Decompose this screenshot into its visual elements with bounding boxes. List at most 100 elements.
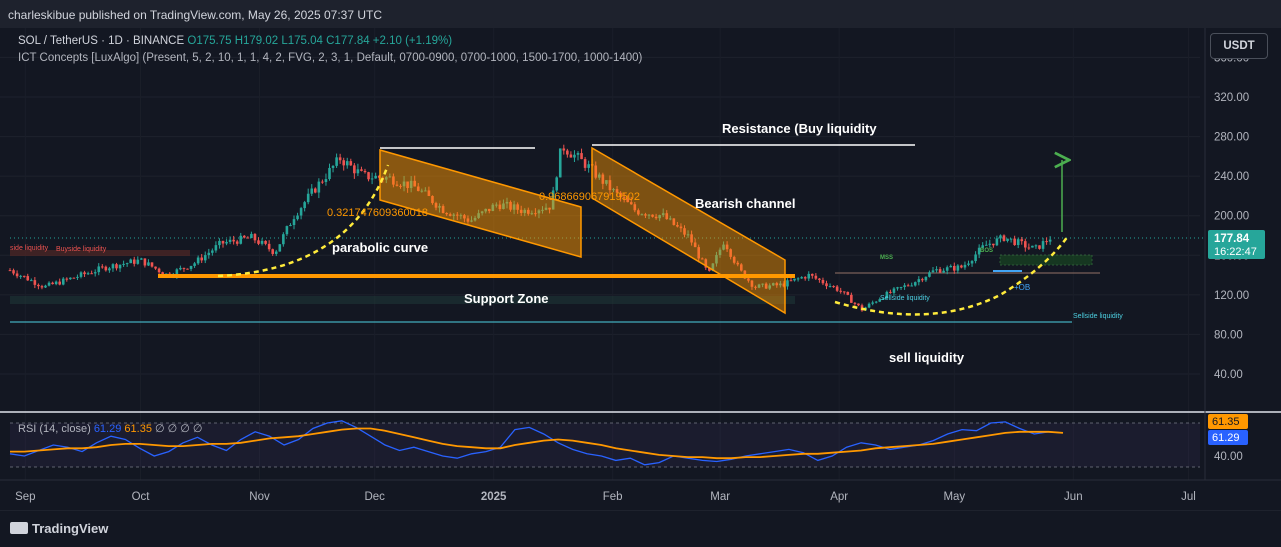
candle-body bbox=[722, 244, 725, 250]
candle-body bbox=[878, 299, 882, 302]
candle-body bbox=[885, 291, 889, 299]
candle-body bbox=[899, 286, 903, 288]
candle-body bbox=[356, 169, 360, 174]
candle-body bbox=[370, 178, 374, 180]
candle-body bbox=[626, 198, 629, 203]
candle-body bbox=[956, 265, 960, 271]
candle-body bbox=[310, 188, 314, 194]
candle-body bbox=[221, 240, 225, 244]
candle-body bbox=[786, 280, 789, 287]
candle-body bbox=[644, 214, 647, 216]
candle-body bbox=[324, 179, 328, 183]
candle-body bbox=[360, 169, 363, 171]
candle-body bbox=[33, 280, 37, 285]
candle-body bbox=[1006, 238, 1009, 241]
candle-body bbox=[285, 226, 289, 235]
candle-body bbox=[697, 247, 700, 259]
candle-body bbox=[321, 181, 324, 183]
annotation-bos: BOS bbox=[980, 248, 993, 254]
candle-body bbox=[282, 234, 285, 245]
candle-body bbox=[921, 279, 924, 281]
candle-body bbox=[601, 174, 605, 184]
x-tick-label: Oct bbox=[132, 491, 151, 503]
candle-body bbox=[136, 259, 140, 264]
rsi-pane bbox=[0, 411, 1281, 468]
annotation-fib2: 0.968669067919502 bbox=[539, 191, 640, 203]
candle-body bbox=[647, 214, 651, 216]
candle-body bbox=[235, 241, 239, 244]
symbol-name: SOL / TetherUS · 1D · BINANCE bbox=[18, 35, 185, 47]
candle-body bbox=[953, 265, 956, 271]
candle-body bbox=[999, 235, 1002, 239]
candle-body bbox=[111, 264, 115, 269]
candle-body bbox=[143, 258, 147, 266]
candle-body bbox=[842, 291, 846, 293]
x-tick-label: Sep bbox=[15, 491, 35, 503]
countdown-label: 16:22:47 bbox=[1214, 246, 1257, 258]
annotation-ssl_mid: Sellside liquidity bbox=[880, 295, 930, 302]
candle-body bbox=[789, 280, 793, 282]
candle-body bbox=[633, 204, 637, 211]
candle-body bbox=[580, 153, 583, 160]
tradingview-logo[interactable]: TradingView bbox=[10, 521, 108, 536]
rounding-bottom-curve bbox=[834, 235, 1070, 316]
candle-body bbox=[342, 160, 345, 166]
candle-body bbox=[314, 188, 317, 193]
candle-body bbox=[718, 249, 722, 256]
candle-body bbox=[129, 259, 132, 264]
candle-body bbox=[832, 286, 835, 288]
candle-body bbox=[147, 262, 150, 266]
candle-body bbox=[928, 272, 931, 277]
candle-body bbox=[818, 278, 821, 280]
candle-body bbox=[115, 264, 118, 269]
candle-body bbox=[917, 279, 921, 283]
candle-body bbox=[715, 255, 718, 264]
candle-body bbox=[267, 243, 271, 250]
annotation-sell: sell liquidity bbox=[889, 350, 965, 365]
candle-body bbox=[736, 262, 740, 265]
candle-body bbox=[967, 263, 970, 265]
candle-body bbox=[345, 161, 349, 166]
candle-body bbox=[200, 257, 203, 261]
candle-body bbox=[15, 273, 19, 277]
candle-body bbox=[754, 286, 757, 288]
symbol-legend[interactable]: SOL / TetherUS · 1D · BINANCE O175.75 H1… bbox=[18, 35, 452, 47]
annotation-ssl: Sellside liquidity bbox=[1073, 313, 1123, 320]
candle-body bbox=[218, 240, 221, 246]
candle-body bbox=[253, 233, 257, 241]
x-tick-label: Mar bbox=[710, 491, 730, 503]
candle-body bbox=[761, 283, 764, 285]
indicator-legend[interactable]: ICT Concepts [LuxAlgo] (Present, 5, 2, 1… bbox=[18, 52, 643, 64]
candle-body bbox=[47, 282, 51, 286]
candle-body bbox=[239, 235, 243, 244]
candle-body bbox=[672, 218, 676, 225]
candle-body bbox=[72, 277, 76, 279]
annotation-bsl_left: side liquidity bbox=[10, 245, 49, 252]
candle-body bbox=[1009, 238, 1013, 240]
candle-body bbox=[608, 180, 612, 191]
x-tick-label: Nov bbox=[249, 491, 270, 503]
candle-body bbox=[203, 255, 207, 261]
candle-body bbox=[924, 276, 928, 281]
y-tick-label: 40.00 bbox=[1214, 369, 1243, 381]
footer-bar: TradingView bbox=[0, 510, 1281, 547]
candle-body bbox=[175, 269, 179, 276]
annotation-support: Support Zone bbox=[464, 291, 549, 306]
candle-body bbox=[583, 159, 587, 168]
candle-body bbox=[122, 263, 125, 265]
candle-body bbox=[349, 161, 353, 166]
rsi-legend[interactable]: RSI (14, close) 61.29 61.35 ∅ ∅ ∅ ∅ bbox=[18, 422, 203, 435]
candle-body bbox=[605, 180, 608, 184]
candle-body bbox=[296, 215, 299, 220]
candle-body bbox=[140, 258, 143, 260]
candle-body bbox=[747, 278, 750, 281]
candle-body bbox=[264, 240, 267, 244]
candle-body bbox=[19, 275, 22, 277]
candle-body bbox=[289, 224, 292, 227]
buyside-zone bbox=[10, 250, 190, 256]
currency-button[interactable]: USDT bbox=[1210, 33, 1268, 59]
candle-body bbox=[665, 213, 669, 220]
candle-body bbox=[913, 282, 917, 286]
candle-body bbox=[97, 266, 101, 273]
candle-body bbox=[935, 269, 938, 271]
